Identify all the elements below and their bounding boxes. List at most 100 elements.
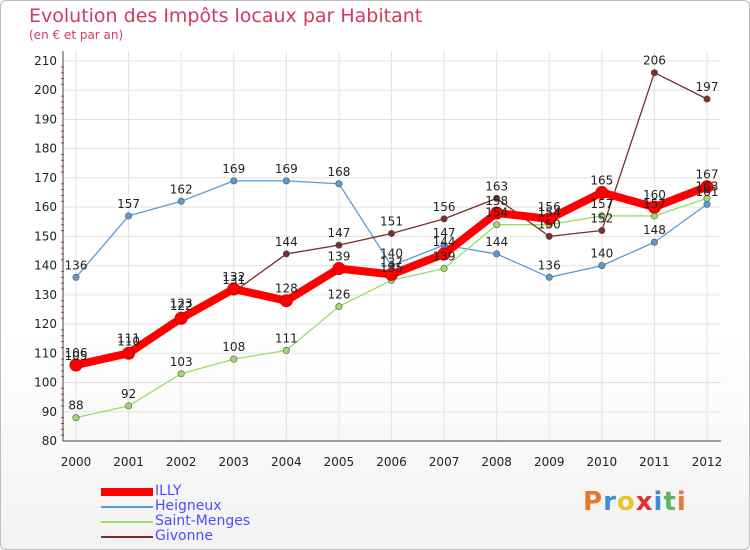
data-point-heigneux[interactable] <box>177 197 185 205</box>
x-tick-label: 2003 <box>218 455 249 469</box>
data-label-saint-menges: 88 <box>68 399 83 413</box>
data-label-saint-menges: 157 <box>643 197 666 211</box>
data-label-illy: 144 <box>433 235 456 249</box>
data-point-illy[interactable] <box>332 262 346 276</box>
y-tick-label: 110 <box>34 346 57 360</box>
data-point-saint-menges[interactable] <box>230 355 238 363</box>
data-point-saint-menges[interactable] <box>335 303 343 311</box>
data-point-illy[interactable] <box>437 247 451 261</box>
legend-item-givonne[interactable]: Givonne <box>101 528 321 545</box>
x-tick-label: 2005 <box>324 455 355 469</box>
y-tick-label: 190 <box>34 112 57 126</box>
data-label-heigneux: 136 <box>65 258 88 272</box>
data-point-illy[interactable] <box>490 206 504 220</box>
data-label-heigneux: 157 <box>117 197 140 211</box>
data-point-saint-menges[interactable] <box>440 265 448 273</box>
data-label-givonne: 147 <box>327 226 350 240</box>
data-label-saint-menges: 126 <box>327 288 350 302</box>
data-point-illy[interactable] <box>122 346 136 360</box>
data-label-saint-menges: 103 <box>170 355 193 369</box>
data-label-saint-menges: 139 <box>433 250 456 264</box>
y-tick-label: 140 <box>34 259 57 273</box>
data-point-heigneux[interactable] <box>230 177 238 185</box>
data-point-givonne[interactable] <box>545 232 553 240</box>
data-point-illy[interactable] <box>385 267 398 281</box>
y-tick-label: 170 <box>34 171 57 185</box>
data-label-givonne: 144 <box>275 235 298 249</box>
data-point-illy[interactable] <box>647 200 661 214</box>
x-tick-label: 2000 <box>61 455 92 469</box>
data-point-saint-menges[interactable] <box>72 414 80 422</box>
data-label-saint-menges: 108 <box>222 340 245 354</box>
data-point-illy[interactable] <box>542 212 556 226</box>
legend-item-illy[interactable]: ILLY <box>101 483 321 500</box>
data-point-givonne[interactable] <box>335 241 343 249</box>
data-label-givonne: 150 <box>538 217 561 231</box>
data-label-illy: 132 <box>222 270 245 284</box>
data-point-heigneux[interactable] <box>650 238 658 246</box>
data-point-heigneux[interactable] <box>703 200 711 208</box>
logo-letter: x <box>635 487 654 517</box>
legend-item-heigneux[interactable]: Heigneux <box>101 498 321 515</box>
data-label-illy: 128 <box>275 282 298 296</box>
data-point-illy[interactable] <box>174 311 188 325</box>
data-point-saint-menges[interactable] <box>650 212 658 220</box>
legend-label-illy: ILLY <box>155 483 182 499</box>
data-point-givonne[interactable] <box>650 69 658 77</box>
data-label-givonne: 197 <box>696 80 719 94</box>
data-point-saint-menges[interactable] <box>177 370 185 378</box>
x-tick-label: 2001 <box>113 455 144 469</box>
legend-swatch-givonne <box>101 536 153 538</box>
data-point-heigneux[interactable] <box>125 212 133 220</box>
data-label-givonne: 131 <box>222 273 245 287</box>
y-tick-label: 120 <box>34 317 57 331</box>
logo-letter: i <box>676 487 687 517</box>
data-label-heigneux: 144 <box>485 235 508 249</box>
data-point-heigneux[interactable] <box>545 273 553 281</box>
data-point-givonne[interactable] <box>598 227 606 235</box>
data-label-illy: 137 <box>380 255 403 269</box>
data-point-givonne[interactable] <box>493 194 501 202</box>
data-point-heigneux[interactable] <box>598 262 606 270</box>
data-point-illy[interactable] <box>227 282 241 296</box>
data-label-heigneux: 162 <box>170 182 193 196</box>
data-label-illy: 167 <box>696 168 719 182</box>
data-label-givonne: 206 <box>643 54 666 68</box>
data-label-heigneux: 169 <box>275 162 298 176</box>
data-point-saint-menges[interactable] <box>125 402 133 410</box>
data-point-givonne[interactable] <box>703 95 711 103</box>
data-label-givonne: 111 <box>117 331 140 345</box>
data-point-saint-menges[interactable] <box>493 221 501 229</box>
data-point-heigneux[interactable] <box>335 180 343 188</box>
legend-item-saint-menges[interactable]: Saint-Menges <box>101 513 321 530</box>
data-point-illy[interactable] <box>279 294 293 308</box>
legend-swatch-heigneux <box>101 506 153 508</box>
data-point-givonne[interactable] <box>387 229 395 237</box>
y-tick-label: 100 <box>34 376 57 390</box>
data-point-illy[interactable] <box>700 180 714 194</box>
data-point-givonne[interactable] <box>282 250 290 258</box>
data-point-saint-menges[interactable] <box>703 194 711 202</box>
data-label-givonne: 163 <box>485 179 508 193</box>
data-label-illy: 106 <box>65 346 88 360</box>
data-label-givonne: 151 <box>380 214 403 228</box>
data-point-heigneux[interactable] <box>72 273 80 281</box>
logo-letter: i <box>653 487 664 517</box>
data-point-illy[interactable] <box>69 358 83 372</box>
y-tick-label: 160 <box>34 200 57 214</box>
y-tick-label: 180 <box>34 142 57 156</box>
data-point-saint-menges[interactable] <box>282 346 290 354</box>
data-point-saint-menges[interactable] <box>598 212 606 220</box>
data-label-heigneux: 161 <box>696 185 719 199</box>
data-label-heigneux: 169 <box>222 162 245 176</box>
data-label-givonne: 156 <box>433 200 456 214</box>
data-label-heigneux: 168 <box>327 165 350 179</box>
data-label-heigneux: 147 <box>433 226 456 240</box>
legend-swatch-illy <box>101 488 153 496</box>
data-point-heigneux[interactable] <box>282 177 290 185</box>
data-point-illy[interactable] <box>595 186 609 200</box>
data-point-heigneux[interactable] <box>493 250 501 258</box>
data-point-givonne[interactable] <box>440 215 448 223</box>
data-label-givonne: 123 <box>170 296 193 310</box>
